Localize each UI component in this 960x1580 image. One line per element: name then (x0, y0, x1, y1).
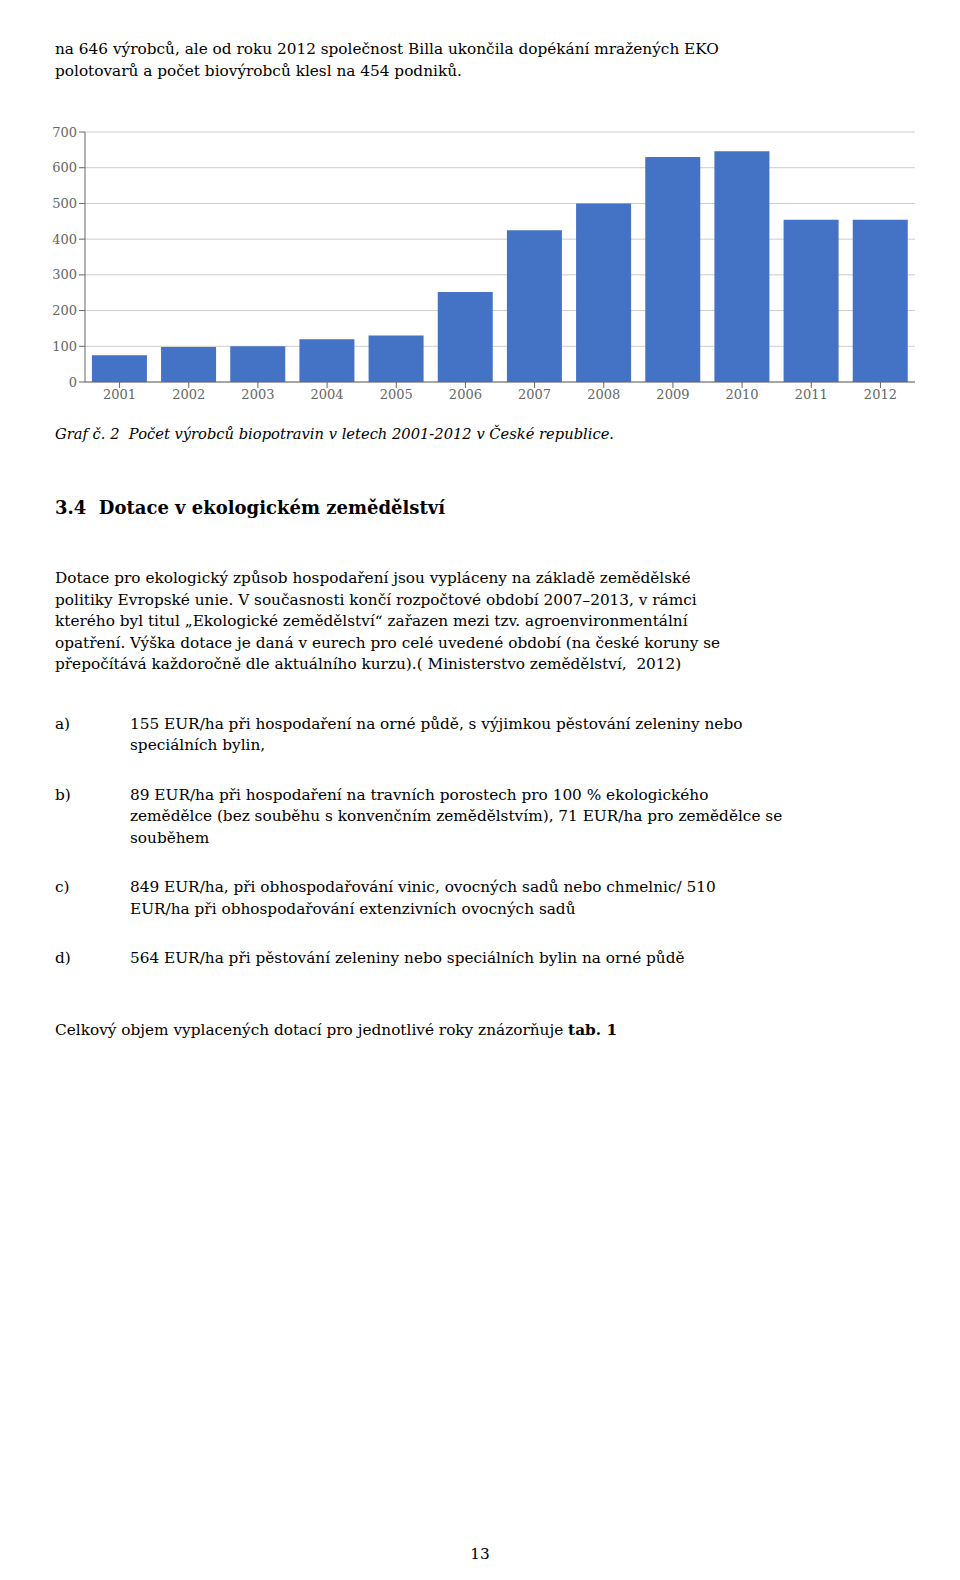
html-text:564 EUR/ha při pěstování zelen: 564 EUR/ha při pěstování zeleniny nebo s… (130, 949, 685, 967)
html-text:polotovarů a počet biovýrobců: polotovarů a počet biovýrobců klesl na 4… (55, 61, 462, 80)
svg-text:2006: 2006 (449, 387, 482, 402)
html-text:souběhem: souběhem (130, 828, 210, 847)
html-text:na 646 výrobců, ale od roku 20: na 646 výrobců, ale od roku 2012 společn… (55, 40, 719, 58)
svg-text:2007: 2007 (518, 387, 551, 402)
html-text:Graf č. 2 Počet výrobců biopot: Graf č. 2 Počet výrobců biopotravin v le… (55, 425, 614, 442)
html-text:155 EUR/ha při hospodaření na: 155 EUR/ha při hospodaření na orné půdě,… (130, 714, 743, 733)
svg-text:100: 100 (52, 339, 77, 354)
html-text:3.4 Dotace v ekologickém zeměd: 3.4 Dotace v ekologickém zemědělství (55, 497, 445, 518)
svg-text:2005: 2005 (380, 387, 413, 402)
html-text:c): c) (55, 878, 70, 896)
html-text:přepočítává každoročně dle akt: přepočítává každoročně dle aktuálního ku… (55, 655, 682, 673)
html-text:89 EUR/ha při hospodaření na t: 89 EUR/ha při hospodaření na travních po… (130, 785, 709, 804)
svg-text:500: 500 (52, 196, 77, 211)
html-text:opatření. Výška dotace je daná: opatření. Výška dotace je daná v eurech … (55, 633, 721, 652)
svg-text:200: 200 (52, 303, 77, 318)
svg-text:400: 400 (52, 232, 77, 247)
html-text:speciálních bylin,: speciálních bylin, (130, 736, 266, 754)
svg-text:2010: 2010 (726, 387, 759, 402)
svg-text:300: 300 (52, 267, 77, 282)
html-text:d): d) (55, 949, 71, 967)
html-text:13: 13 (470, 1545, 490, 1563)
svg-text:0: 0 (69, 375, 77, 390)
html-text:kterého byl titul „Ekologické: kterého byl titul „Ekologické zemědělstv… (55, 612, 688, 630)
html-text:Celkový objem vyplacených dota: Celkový objem vyplacených dotací pro jed… (55, 1020, 618, 1039)
html-text:a): a) (55, 714, 71, 733)
html-text:849 EUR/ha, při obhospodařován: 849 EUR/ha, při obhospodařování vinic, o… (130, 878, 716, 896)
svg-text:2003: 2003 (241, 387, 274, 402)
html-text:zemědělce (bez souběhu s konve: zemědělce (bez souběhu s konvenčním země… (130, 807, 783, 825)
svg-text:2001: 2001 (103, 387, 136, 402)
html-text:b): b) (55, 785, 71, 804)
svg-text:2011: 2011 (795, 387, 828, 402)
html-text:Dotace pro ekologický způsob h: Dotace pro ekologický způsob hospodaření… (55, 569, 691, 587)
svg-text:600: 600 (52, 160, 77, 175)
svg-text:700: 700 (52, 125, 77, 140)
svg-text:2009: 2009 (656, 387, 689, 402)
svg-text:2004: 2004 (311, 387, 344, 402)
svg-text:2002: 2002 (172, 387, 205, 402)
svg-text:2012: 2012 (864, 387, 897, 402)
html-text:politiky Evropské unie. V souč: politiky Evropské unie. V současnosti ko… (55, 590, 697, 609)
html-text:EUR/ha při obhospodařování ext: EUR/ha při obhospodařování extenzivních … (130, 899, 576, 918)
svg-text:2008: 2008 (587, 387, 620, 402)
